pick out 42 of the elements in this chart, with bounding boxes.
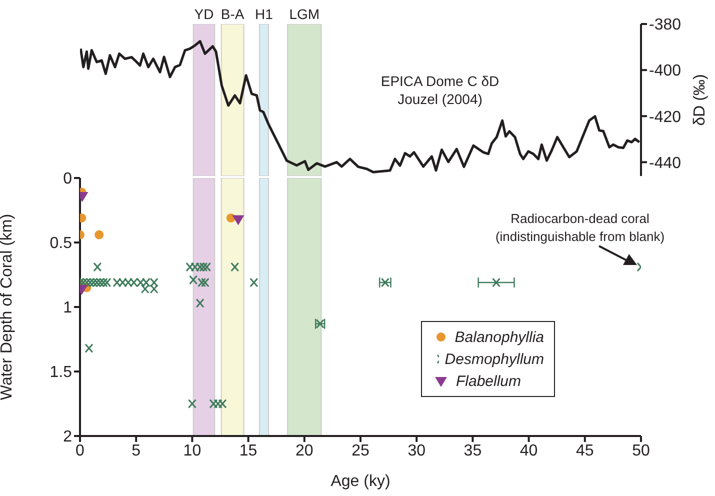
band-label: LGM: [289, 6, 320, 22]
point: [94, 230, 104, 240]
legend-label: Desmophyllum: [444, 350, 544, 368]
y-tick-label: 0.5: [50, 235, 72, 252]
x-tick-label: 5: [132, 442, 141, 460]
point: [200, 278, 210, 288]
x-tick-label: 45: [576, 442, 594, 460]
y-tick-label: 2: [63, 428, 72, 446]
annotation: Jouzel (2004): [396, 90, 484, 108]
y-tick-label: 0: [63, 170, 72, 188]
legend-label: Balanophyllia: [454, 328, 544, 346]
band-label: B-A: [220, 6, 245, 22]
x-tick-label: 40: [520, 442, 538, 460]
point: [492, 278, 501, 288]
y-axis-title: δD (‰): [692, 74, 709, 126]
y-tick-label: 1.5: [50, 364, 72, 382]
y-tick-label: 1: [63, 300, 72, 317]
point: [84, 344, 94, 354]
band-label: H1: [255, 6, 274, 22]
y-tick-label: -420: [649, 108, 682, 126]
legend-label: Flabellum: [456, 372, 522, 390]
y-tick-label: -400: [649, 62, 682, 80]
y-tick-label: -380: [649, 16, 682, 34]
x-tick-label: 10: [183, 442, 202, 460]
y-axis-title: Water Depth of Coral (km): [0, 214, 16, 400]
annotation: EPICA Dome C δD: [380, 72, 500, 90]
y-tick-label: -440: [649, 154, 682, 172]
point: [93, 262, 102, 272]
x-axis-title: Age (ky): [330, 473, 390, 490]
point: [196, 298, 204, 308]
x-tick-label: 20: [296, 442, 314, 460]
annotation: Radiocarbon-dead coral (indistinguishable from blank): [495, 211, 665, 244]
x-tick-label: 50: [632, 442, 650, 460]
x-tick-label: 35: [464, 442, 482, 460]
point: [188, 399, 196, 408]
x-tick-label: 0: [76, 442, 85, 460]
point: [250, 278, 258, 288]
x-tick-label: 15: [239, 442, 258, 460]
x-tick-label: 30: [408, 442, 426, 460]
point: [230, 262, 240, 272]
x-tick-label: 25: [352, 442, 370, 460]
band-label: YD: [194, 6, 214, 22]
